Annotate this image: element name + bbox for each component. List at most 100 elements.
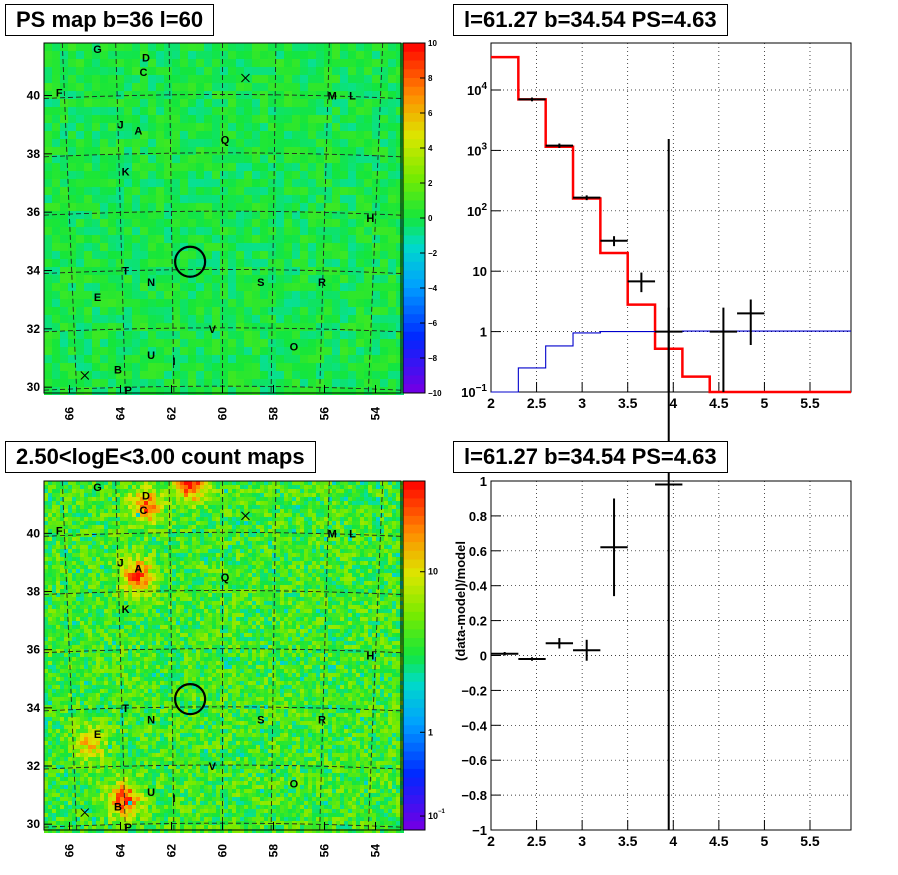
ps-map-pixel <box>76 195 84 203</box>
count-map-pixel <box>304 521 308 525</box>
count-map-pixel <box>356 513 360 517</box>
count-map-pixel <box>224 561 228 565</box>
count-map-pixel <box>268 521 272 525</box>
ps-map-pixel <box>84 347 92 355</box>
ps-map-pixel <box>388 195 396 203</box>
count-map-pixel <box>288 529 292 533</box>
ps-map-pixel <box>356 147 364 155</box>
ps-map-pixel <box>380 163 388 171</box>
ps-map-pixel <box>276 115 284 123</box>
count-map-pixel <box>332 485 336 489</box>
count-map-pixel <box>112 501 116 505</box>
ps-map-pixel <box>316 67 324 75</box>
ps-map-pixel <box>236 51 244 59</box>
count-map-pixel <box>316 573 320 577</box>
count-map-pixel <box>100 517 104 521</box>
count-map-pixel <box>224 493 228 497</box>
ps-map-pixel <box>396 43 404 51</box>
ps-map-pixel <box>148 67 156 75</box>
count-map-pixel <box>132 545 136 549</box>
ps-map-pixel <box>276 307 284 315</box>
ps-map-pixel <box>76 235 84 243</box>
count-map-pixel <box>200 561 204 565</box>
count-map-pixel <box>76 557 80 561</box>
count-map-pixel <box>144 577 148 581</box>
count-map-pixel <box>156 593 160 597</box>
count-map-pixel <box>364 509 368 513</box>
ps-map-pixel <box>380 203 388 211</box>
ps-map-pixel <box>292 227 300 235</box>
ps-map-pixel <box>228 299 236 307</box>
ps-map-source-label: P <box>124 385 131 397</box>
ps-map-parallel <box>43 152 402 158</box>
ps-map-pixel <box>156 163 164 171</box>
count-map-pixel <box>364 597 368 601</box>
ps-map-pixel <box>284 275 292 283</box>
count-map-pixel <box>340 517 344 521</box>
ps-map-pixel <box>388 99 396 107</box>
count-map-pixel <box>212 561 216 565</box>
count-map-pixel <box>332 585 336 589</box>
count-map-pixel <box>112 581 116 585</box>
ps-map-pixel <box>172 131 180 139</box>
count-map-pixel <box>76 489 80 493</box>
ps-map-pixel <box>324 131 332 139</box>
count-map-pixel <box>60 561 64 565</box>
count-map-pixel <box>152 601 156 605</box>
count-map-pixel <box>84 601 88 605</box>
ps-map-colorbar-label: 10 <box>428 39 437 48</box>
ps-map-pixel <box>188 267 196 275</box>
count-map-pixel <box>172 553 176 557</box>
count-map-pixel <box>336 593 340 597</box>
ps-map-pixel <box>148 355 156 363</box>
ps-map-pixel <box>276 187 284 195</box>
count-map-pixel <box>356 589 360 593</box>
count-map-pixel <box>116 573 120 577</box>
ps-map-pixel <box>308 331 316 339</box>
count-map-pixel <box>368 521 372 525</box>
count-map-pixel <box>352 513 356 517</box>
count-map-pixel <box>152 545 156 549</box>
count-map-pixel <box>240 545 244 549</box>
count-map-pixel <box>244 565 248 569</box>
count-map-pixel <box>52 509 56 513</box>
count-map-pixel <box>392 545 396 549</box>
ps-map-pixel <box>300 307 308 315</box>
count-map-pixel <box>84 541 88 545</box>
ps-map-y-tick-label: 30 <box>27 380 41 394</box>
count-map-pixel <box>240 565 244 569</box>
ps-map-colorbar-cell <box>403 69 425 79</box>
count-map-pixel <box>248 521 252 525</box>
ps-map-pixel <box>300 115 308 123</box>
ps-map-pixel <box>100 171 108 179</box>
count-map-pixel <box>328 581 332 585</box>
count-map-pixel <box>336 581 340 585</box>
ps-map-pixel <box>236 139 244 147</box>
count-map-pixel <box>172 597 176 601</box>
ps-map-pixel <box>76 283 84 291</box>
ps-map-pixel <box>204 67 212 75</box>
ps-map-pixel <box>340 379 348 387</box>
count-map-pixel <box>148 561 152 565</box>
count-map-pixel <box>244 601 248 605</box>
count-map-pixel <box>108 513 112 517</box>
ps-map-source-label: G <box>93 44 102 56</box>
ps-map-pixel <box>44 259 52 267</box>
ps-map-pixel <box>52 91 60 99</box>
ps-map-pixel <box>292 195 300 203</box>
count-map-pixel <box>332 601 336 605</box>
ps-map-pixel <box>108 179 116 187</box>
count-map-pixel <box>160 569 164 573</box>
count-map-pixel <box>92 489 96 493</box>
ps-map-colorbar-cell <box>403 95 425 105</box>
count-map-pixel <box>280 557 284 561</box>
ps-map-pixel <box>284 387 292 395</box>
ps-map-source-label: M <box>328 91 337 103</box>
count-map-pixel <box>304 481 308 485</box>
ps-map-pixel <box>140 187 148 195</box>
count-map-pixel <box>356 553 360 557</box>
count-map-pixel <box>72 545 76 549</box>
ps-map-pixel <box>324 355 332 363</box>
ps-map-pixel <box>204 115 212 123</box>
ps-map-pixel <box>292 267 300 275</box>
